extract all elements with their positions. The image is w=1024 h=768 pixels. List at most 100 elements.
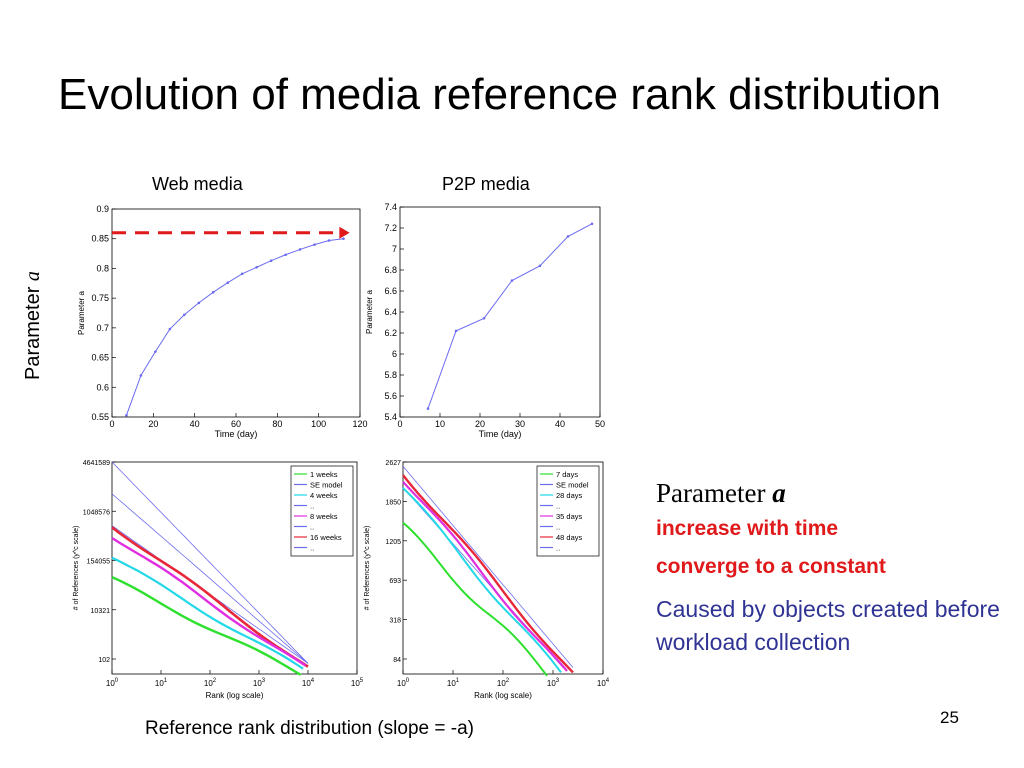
legend-label: SE model (310, 481, 343, 490)
data-point (426, 407, 430, 410)
y-tick-label: 4641589 (83, 460, 110, 467)
data-point (284, 253, 287, 257)
web-media-parameter-chart: 0 20 40 60 80 100 120 0.55 0.6 0.65 0.7 0.75 0.8 0.85… (77, 204, 368, 439)
legend-label: .. (556, 544, 560, 553)
y-tick-label: 154055 (87, 559, 110, 566)
data-point (342, 237, 345, 241)
data-point (510, 279, 514, 282)
y-tick-label: 693 (389, 578, 401, 585)
x-tick-label: 60 (231, 419, 241, 429)
parameter-heading-var: a (772, 478, 786, 508)
data-point (240, 272, 244, 276)
data-point (211, 290, 215, 294)
data-point (125, 413, 128, 417)
p2p-media-parameter-chart: 0 10 20 30 40 50 5.4 5.6 5.8 6 6.2 6.4 6.6 6.8 7 7.2 7.4… (365, 202, 605, 439)
series-35-days (402, 480, 568, 672)
slide-title: Evolution of media reference rank distri… (58, 70, 941, 119)
legend-label: 4 weeks (310, 491, 338, 500)
data-point (590, 222, 594, 226)
series-8-weeks (111, 536, 307, 667)
data-point (566, 235, 570, 238)
y-axis-label: # of References (y^c scale) (364, 526, 371, 611)
y-tick-label: 6.8 (384, 265, 397, 275)
series-48-days (402, 474, 574, 674)
data-point (255, 265, 258, 269)
y-tick-label: 5.4 (384, 412, 397, 422)
data-point (454, 329, 458, 333)
y-tick-label: 6.6 (384, 286, 397, 296)
parameter-notes: Parameter a increase with time converge … (656, 478, 1016, 659)
y-tick-label: 7.4 (384, 202, 397, 212)
p2p-media-title: P2P media (442, 174, 530, 194)
x-tick-label: 80 (272, 419, 282, 429)
web-media-title: Web media (152, 174, 243, 194)
figure-caption: Reference rank distribution (slope = -a) (145, 718, 474, 739)
data-point (226, 281, 230, 284)
y-tick-label: 0.7 (96, 323, 109, 333)
x-tick-label: 104 (302, 678, 315, 688)
y-tick-label: 0.85 (91, 234, 109, 244)
x-tick-label: 100 (311, 419, 326, 429)
y-tick-label: 318 (389, 618, 401, 625)
y-tick-label: 5.8 (384, 370, 397, 380)
x-tick-label: 0 (109, 419, 114, 429)
note-cause: Caused by objects created before workloa… (656, 596, 1000, 655)
data-point (538, 264, 542, 268)
se-model-line (402, 465, 574, 668)
data-point (298, 248, 302, 251)
x-axis-label: Rank (log scale) (474, 691, 532, 700)
note-converge: converge to a constant (656, 555, 886, 578)
note-increase: increase with time (656, 517, 839, 540)
web-media-rank-chart: 4641589 1048576 154055 10321 102 100 101 102 103… (73, 460, 364, 700)
x-tick-label: 103 (253, 678, 266, 688)
parameter-a-side-label: Parameter a (22, 271, 45, 380)
x-tick-label: 30 (515, 419, 525, 429)
legend-label: 16 weeks (310, 533, 342, 542)
y-tick-label: 6 (392, 349, 397, 359)
se-model-line (111, 461, 309, 664)
legend-label: .. (310, 523, 314, 532)
legend-label: 48 days (556, 533, 583, 542)
y-tick-label: 0.65 (91, 353, 109, 363)
y-tick-label: 0.6 (96, 382, 109, 392)
legend-label: .. (310, 502, 314, 511)
series-7-days (402, 521, 548, 677)
y-tick-label: 7.2 (384, 223, 397, 233)
y-tick-label: 6.4 (384, 307, 397, 317)
x-axis-label: Time (day) (479, 429, 522, 439)
data-point (197, 301, 201, 305)
legend-label: .. (310, 544, 314, 553)
legend-label: .. (556, 523, 560, 532)
se-model-line (111, 493, 309, 664)
y-tick-label: 84 (393, 657, 401, 664)
parameter-heading: Parameter a (656, 478, 1016, 509)
data-point (327, 239, 331, 242)
series-4-weeks (111, 556, 304, 670)
series-1-weeks (111, 576, 302, 676)
side-label-var: a (22, 271, 44, 282)
series-line (125, 238, 344, 416)
data-point (313, 243, 316, 246)
page-number: 25 (940, 708, 959, 727)
data-point (168, 327, 172, 331)
y-axis-label: Parameter a (365, 289, 374, 334)
x-axis-label: Rank (log scale) (206, 691, 264, 700)
x-tick-label: 103 (547, 678, 560, 688)
legend-label: SE model (556, 481, 589, 490)
data-point (269, 259, 273, 263)
legend-label: 8 weeks (310, 512, 338, 521)
y-tick-label: 7 (392, 244, 397, 254)
data-point (139, 374, 143, 377)
y-tick-label: 102 (98, 657, 110, 664)
y-tick-label: 2627 (385, 460, 401, 467)
y-tick-label: 0.75 (91, 293, 109, 303)
y-tick-label: 1205 (385, 539, 401, 546)
legend-label: 28 days (556, 491, 583, 500)
y-tick-label: 6.2 (384, 328, 397, 338)
y-tick-label: 10321 (91, 608, 111, 615)
legend-label: .. (556, 502, 560, 511)
x-tick-label: 20 (148, 419, 158, 429)
legend-label: 7 days (556, 470, 578, 479)
x-tick-label: 20 (475, 419, 485, 429)
x-tick-label: 50 (595, 419, 605, 429)
